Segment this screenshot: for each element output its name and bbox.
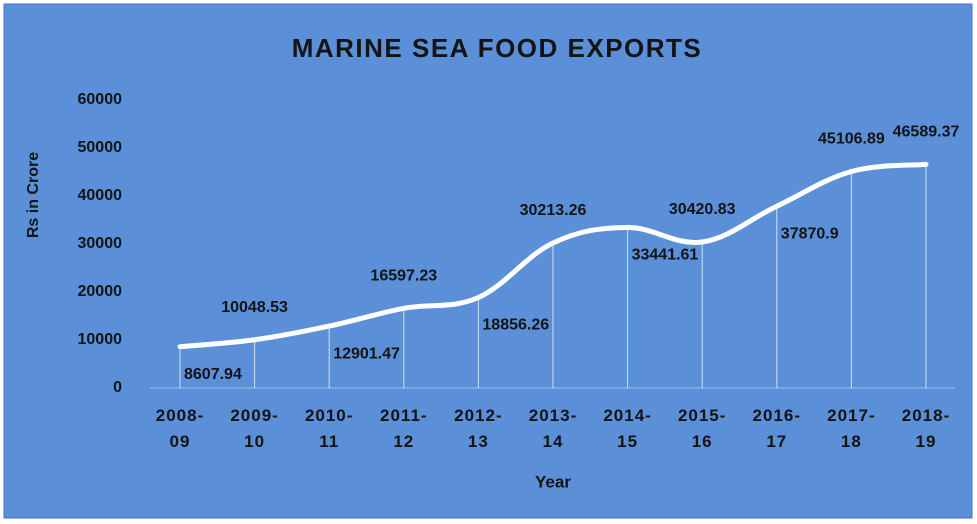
x-tick-label: 2016-17 [752, 406, 802, 451]
y-tick-label: 30000 [78, 235, 123, 252]
x-tick-label: 2011-12 [380, 406, 428, 451]
data-label: 30420.83 [669, 201, 736, 218]
x-tick-label: 2008-09 [155, 406, 205, 451]
data-label: 12901.47 [333, 345, 400, 362]
y-tick-label: 50000 [78, 139, 123, 156]
data-label: 37870.9 [781, 225, 839, 242]
line-series [177, 161, 929, 350]
y-tick-label: 60000 [78, 91, 123, 108]
y-tick-label: 0 [113, 379, 122, 396]
data-label: 16597.23 [370, 268, 437, 285]
y-tick-label: 10000 [78, 331, 123, 348]
x-tick-label: 2017-18 [827, 406, 876, 451]
data-label: 45106.89 [818, 131, 885, 148]
data-label: 8607.94 [184, 366, 242, 383]
x-tick-label: 2018-19 [901, 406, 951, 451]
data-label: 30213.26 [520, 202, 587, 219]
x-tick-label: 2012-13 [454, 406, 503, 451]
data-label: 46589.37 [893, 124, 960, 141]
x-tick-label: 2010-11 [304, 406, 354, 451]
x-tick-label: 2015-16 [677, 406, 727, 451]
x-tick-label: 2009-10 [230, 406, 279, 451]
chart-title: MARINE SEA FOOD EXPORTS [292, 33, 703, 63]
chart-background [3, 3, 973, 519]
x-tick-label: 2013-14 [528, 406, 578, 451]
data-label: 18856.26 [482, 317, 549, 334]
y-tick-label: 20000 [78, 283, 123, 300]
y-tick-label: 40000 [78, 187, 123, 204]
y-axis-label: Rs in Crore [25, 152, 42, 238]
data-label: 33441.61 [632, 247, 699, 264]
x-tick-label: 2014-15 [603, 406, 652, 451]
data-label: 10048.53 [221, 299, 288, 316]
x-axis-label: Year [535, 472, 571, 491]
